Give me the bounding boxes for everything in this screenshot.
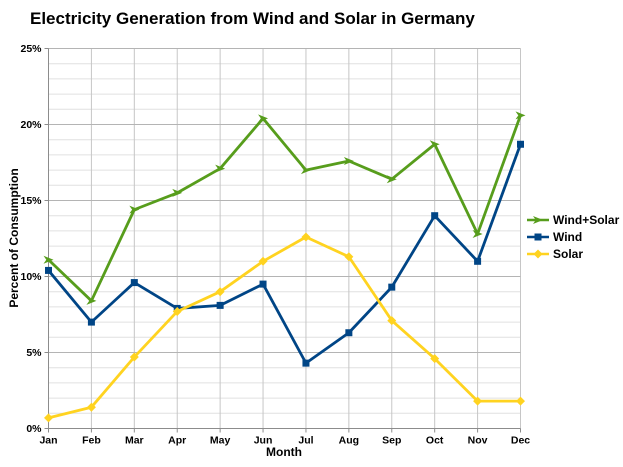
data-point-marker <box>129 352 139 362</box>
y-tick-label: 15% <box>20 195 42 207</box>
data-point-marker <box>45 266 52 274</box>
data-point-marker <box>172 188 183 197</box>
data-point-marker <box>216 301 224 309</box>
data-point-marker <box>259 280 267 288</box>
x-tick-label: Dec <box>511 435 530 447</box>
x-tick-label: Jan <box>39 435 57 447</box>
data-point-marker <box>343 156 354 165</box>
data-point-marker <box>431 212 439 220</box>
x-tick-label: Nov <box>468 435 488 447</box>
data-point-marker <box>129 205 140 214</box>
data-point-marker <box>474 257 482 265</box>
x-tick-label: Apr <box>168 435 186 447</box>
data-point-marker <box>87 318 95 326</box>
series-line <box>47 143 522 365</box>
data-point-marker <box>344 252 354 262</box>
legend-label: Wind+Solar <box>553 213 620 227</box>
data-point-marker <box>516 396 525 406</box>
data-point-marker <box>215 164 226 173</box>
y-tick-label: 20% <box>20 119 42 131</box>
data-point-marker <box>258 256 268 266</box>
series-wind-solar <box>43 111 526 305</box>
series-solar <box>44 232 525 423</box>
x-tick-label: Feb <box>82 435 101 447</box>
data-point-marker <box>86 296 97 305</box>
x-tick-label: Mar <box>125 435 144 447</box>
x-tick-label: Aug <box>339 435 359 447</box>
y-tick-label: 10% <box>20 271 42 283</box>
chart-title: Electricity Generation from Wind and Sol… <box>30 9 475 28</box>
data-point-marker <box>472 229 483 238</box>
data-point-marker <box>300 166 311 175</box>
series-line <box>48 235 521 420</box>
y-axis-title: Percent of Consumption <box>7 168 21 308</box>
legend: Wind+Solar Wind Solar <box>527 213 619 261</box>
data-point-marker <box>534 233 542 241</box>
x-tick-label: May <box>210 435 231 447</box>
legend-item-wind-solar: Wind+Solar <box>527 213 619 227</box>
data-point-marker <box>301 232 311 242</box>
data-point-marker <box>533 216 543 224</box>
data-point-marker <box>533 249 543 259</box>
y-tick-label: 5% <box>26 347 42 359</box>
x-tick-label: Jul <box>298 435 313 447</box>
series-line <box>47 114 522 303</box>
data-point-marker <box>473 396 483 406</box>
data-point-marker <box>517 140 524 148</box>
data-point-marker <box>302 359 310 367</box>
data-point-marker <box>130 279 138 287</box>
data-point-marker <box>430 354 440 364</box>
y-tick-label: 0% <box>26 423 42 435</box>
data-point-marker <box>215 287 225 297</box>
series-wind <box>45 140 524 367</box>
data-point-marker <box>386 175 397 184</box>
x-tick-label: Jun <box>254 435 273 447</box>
data-point-marker <box>172 306 182 316</box>
data-point-marker <box>388 283 396 291</box>
legend-marker-arrow-icon <box>527 216 549 224</box>
legend-item-wind: Wind <box>527 230 619 244</box>
data-point-marker <box>258 114 269 123</box>
data-point-marker <box>515 111 526 120</box>
data-point-marker <box>345 329 353 337</box>
x-tick-label: Sep <box>382 435 401 447</box>
legend-item-solar: Solar <box>527 247 619 261</box>
x-axis-title: Month <box>266 445 302 459</box>
data-point-marker <box>387 316 397 326</box>
legend-label: Wind <box>553 230 583 244</box>
legend-marker-square-icon <box>527 233 549 241</box>
data-point-marker <box>44 413 53 423</box>
data-point-marker <box>429 140 440 149</box>
legend-marker-diamond-icon <box>527 249 549 259</box>
data-point-marker <box>86 402 96 412</box>
data-point-marker <box>43 255 54 264</box>
x-tick-label: Oct <box>426 435 444 447</box>
legend-label: Solar <box>553 247 584 261</box>
y-tick-label: 25% <box>20 43 42 55</box>
